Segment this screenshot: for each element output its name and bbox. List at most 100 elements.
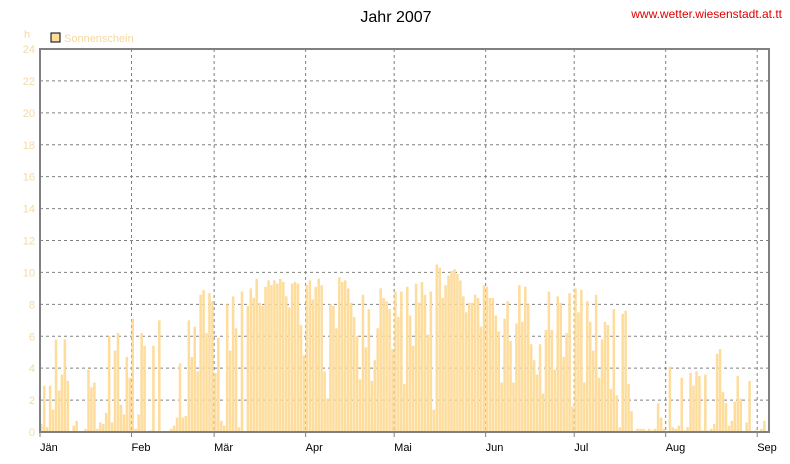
bar-day-194 [609,388,613,432]
bar-day-168 [532,360,536,432]
bar-day-119 [388,309,391,432]
bar-day-203 [636,428,639,432]
bar-day-80 [273,280,276,432]
bar-day-165 [524,286,527,432]
bar-day-72 [249,288,253,433]
bar-day-116 [379,288,382,433]
bar-day-210 [656,403,660,432]
x-tick-label: Feb [131,442,150,454]
y-tick-label: 16 [23,172,35,184]
bar-day-226 [704,374,707,432]
bar-day-209 [653,428,657,432]
bar-day-197 [618,427,621,432]
bar-day-149 [476,297,480,432]
x-tick-label: Aug [666,442,686,454]
bar-day-57 [205,333,208,432]
bar-day-178 [562,357,565,432]
bar-day-233 [724,403,728,432]
bar-day-95 [317,278,320,432]
bar-day-81 [276,283,279,432]
bar-day-35 [140,333,143,432]
bar-day-187 [588,321,592,432]
bar-day-139 [447,275,450,432]
x-tick-label: Apr [306,442,323,454]
bar-day-196 [615,395,619,432]
bar-day-230 [715,353,719,432]
bar-day-65 [228,350,232,432]
bar-day-9 [63,339,67,432]
bar-day-112 [367,309,371,432]
bar-day-122 [397,317,400,432]
bar-day-28 [119,404,123,432]
bar-day-145 [465,312,468,432]
bar-day-218 [680,377,683,432]
bar-day-74 [255,278,258,432]
bar-day-180 [568,293,571,432]
bar-day-86 [290,283,294,432]
bar-day-103 [341,281,344,432]
bar-day-90 [302,355,306,432]
bar-day-164 [521,321,524,432]
y-tick-label: 6 [29,331,35,343]
bar-day-64 [225,304,229,432]
bar-day-222 [692,385,695,432]
bar-day-134 [432,409,436,432]
bar-day-199 [624,310,627,432]
bar-day-192 [603,321,607,432]
bar-day-55 [199,294,202,432]
bar-day-140 [450,270,453,432]
bar-day-185 [583,382,586,432]
bar-day-98 [326,398,329,432]
bar-day-236 [733,401,737,432]
bar-day-21 [99,422,102,432]
bar-day-115 [376,328,379,432]
bar-day-177 [559,302,562,432]
bar-day-125 [405,286,409,432]
bar-day-133 [429,291,433,432]
bar-day-150 [479,326,483,432]
y-tick-label: 12 [23,236,35,248]
bar-day-20 [96,428,99,432]
bar-day-148 [473,294,477,432]
bar-day-101 [335,328,338,432]
bar-day-1 [40,424,43,432]
bar-day-200 [627,384,630,433]
bar-day-182 [574,288,577,433]
bar-day-87 [293,281,297,432]
site-link[interactable]: www.wetter.wiesenstadt.at.tt [630,7,782,21]
bar-day-30 [125,357,129,432]
bar-day-132 [426,334,430,432]
bar-day-191 [600,339,604,432]
bar-day-136 [438,267,441,432]
bar-day-229 [712,424,716,432]
bar-day-24 [107,336,111,432]
bar-day-167 [529,344,533,432]
bar-day-97 [323,371,326,432]
bar-day-77 [264,286,267,432]
y-tick-label: 18 [23,140,35,152]
bar-day-2 [42,385,46,432]
x-axis-ticks: JänFebMärAprMaiJunJulAugSepOktNovDez [39,432,777,454]
y-tick-label: 14 [23,204,35,216]
bar-day-94 [314,286,317,432]
bar-day-231 [718,349,722,432]
x-tick-label: Jun [486,442,504,454]
bar-day-157 [500,382,503,432]
bar-day-204 [639,428,642,432]
bar-day-71 [246,305,250,432]
bar-day-46 [172,425,176,432]
bar-day-179 [565,333,568,432]
bar-day-27 [116,333,120,432]
bar-day-237 [736,376,740,432]
bar-day-60 [214,372,217,432]
bar-day-159 [506,301,509,432]
bar-day-184 [580,289,583,432]
bar-day-215 [671,427,675,432]
bar-day-106 [349,302,353,432]
bar-day-201 [630,411,633,432]
y-tick-label: 8 [29,299,35,311]
bar-day-54 [196,371,199,432]
bar-day-8 [60,374,64,432]
bar-day-240 [745,422,748,432]
